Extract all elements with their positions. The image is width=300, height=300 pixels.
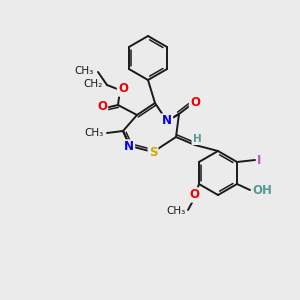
Text: N: N [162, 115, 172, 128]
Text: CH₃: CH₃ [75, 66, 94, 76]
Text: O: O [190, 95, 200, 109]
Text: CH₃: CH₃ [167, 206, 186, 216]
Text: CH₃: CH₃ [85, 128, 104, 138]
Text: N: N [124, 140, 134, 154]
Text: I: I [257, 154, 261, 166]
Text: O: O [118, 82, 128, 95]
Text: OH: OH [252, 184, 272, 196]
Text: O: O [189, 188, 199, 202]
Text: H: H [193, 134, 201, 144]
Text: S: S [149, 146, 157, 158]
Text: O: O [97, 100, 107, 112]
Text: CH₂: CH₂ [84, 79, 103, 89]
